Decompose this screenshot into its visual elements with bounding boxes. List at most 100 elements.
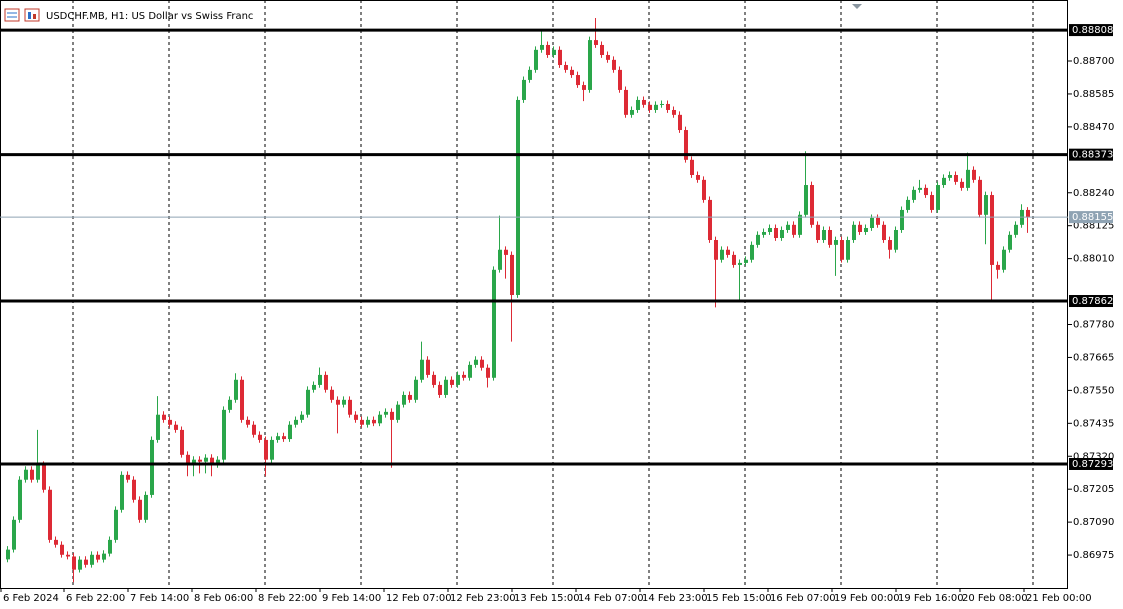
- candle-body: [360, 419, 364, 425]
- x-tick-label: 12 Feb 07:00: [386, 593, 452, 604]
- candle-body: [954, 174, 958, 182]
- y-tick-label: 0.88010: [1073, 254, 1114, 265]
- candle-body: [312, 384, 316, 390]
- icon-bar: [33, 14, 36, 19]
- candle-body: [90, 554, 94, 565]
- candle-body: [288, 424, 292, 440]
- y-tick-label: 0.88585: [1073, 89, 1114, 100]
- candle-body: [990, 195, 994, 265]
- candle-body: [672, 109, 676, 115]
- candle-body: [984, 195, 988, 215]
- candle-body: [558, 49, 562, 66]
- candle-body: [210, 457, 214, 465]
- plot-border: [0, 0, 1068, 589]
- candle-body: [642, 99, 646, 105]
- y-tick-label: 0.88700: [1073, 56, 1114, 67]
- candle-body: [510, 254, 514, 296]
- candle-body: [858, 224, 862, 232]
- candle-body: [450, 379, 454, 385]
- candle-body: [708, 199, 712, 241]
- x-tick-label: 15 Feb 15:00: [706, 593, 772, 604]
- candle-body: [864, 227, 868, 232]
- candle-body: [924, 187, 928, 196]
- icon: [4, 8, 20, 22]
- candle-body: [354, 414, 358, 420]
- x-tick-label: 19 Feb 16:00: [898, 593, 964, 604]
- candle-body: [204, 457, 208, 462]
- candle-body: [390, 411, 394, 420]
- y-tick-label: 0.87780: [1073, 320, 1114, 331]
- symbol-icons: [4, 8, 40, 22]
- candle-body: [624, 89, 628, 115]
- x-tick-label: 19 Feb 00:00: [834, 593, 900, 604]
- candle-body: [294, 419, 298, 425]
- candle-body: [522, 79, 526, 100]
- plot: [6, 18, 1030, 583]
- level-label-box: [1069, 295, 1113, 308]
- x-tick-label: 14 Feb 23:00: [642, 593, 708, 604]
- candle-body: [750, 244, 754, 260]
- candle-body: [948, 174, 952, 178]
- y-tick-label: 0.87090: [1073, 517, 1114, 528]
- x-tick-label: 21 Feb 00:00: [1026, 593, 1092, 604]
- x-tick-label: 14 Feb 07:00: [578, 593, 644, 604]
- candle-body: [462, 374, 466, 378]
- candle-body: [276, 436, 280, 440]
- candle-body: [996, 264, 1000, 270]
- candle-body: [396, 404, 400, 420]
- candle-body: [780, 229, 784, 239]
- candle-body: [228, 399, 232, 410]
- candle-body: [36, 464, 40, 480]
- candle-body: [330, 389, 334, 400]
- candle-body: [840, 240, 844, 260]
- candle-body: [792, 224, 796, 235]
- candle-body: [318, 374, 322, 385]
- level-label: 0.87293: [1072, 459, 1113, 470]
- candle-body: [972, 169, 976, 180]
- candle-body: [414, 379, 418, 400]
- candle-body: [768, 227, 772, 232]
- candle-body: [252, 424, 256, 435]
- candle-body: [720, 249, 724, 260]
- y-tick-label: 0.88240: [1073, 188, 1114, 199]
- candle-body: [516, 99, 520, 296]
- y-tick-label: 0.87205: [1073, 484, 1114, 495]
- candle-body: [654, 104, 658, 110]
- level-label-box: [1069, 457, 1113, 470]
- candle-body: [222, 409, 226, 460]
- candle-body: [486, 367, 490, 378]
- candle-body: [132, 479, 136, 500]
- price-label-box: [1069, 211, 1113, 224]
- candle-body: [96, 554, 100, 560]
- candle-body: [402, 394, 406, 405]
- candle-body: [180, 429, 184, 455]
- candle-body: [54, 539, 58, 545]
- candle-body: [888, 240, 892, 250]
- candle-body: [660, 103, 664, 105]
- candle-body: [678, 114, 682, 131]
- candle-body: [186, 454, 190, 465]
- candle-body: [408, 394, 412, 400]
- candle-body: [150, 439, 154, 495]
- x-tick-label: 8 Feb 06:00: [194, 593, 253, 604]
- candle-body: [60, 544, 64, 555]
- candle-body: [192, 459, 196, 465]
- candle-body: [960, 181, 964, 188]
- candle-body: [966, 169, 970, 188]
- candle-body: [18, 479, 22, 520]
- candle-body: [570, 69, 574, 76]
- candle-body: [600, 44, 604, 55]
- candle-body: [666, 103, 670, 110]
- x-tick-label: 13 Feb 15:00: [514, 593, 580, 604]
- candle-body: [612, 59, 616, 70]
- candle-body: [120, 474, 124, 510]
- candle-body: [162, 414, 166, 420]
- candle-body: [24, 469, 28, 480]
- y-tick-label: 0.87435: [1073, 418, 1114, 429]
- candle-body: [894, 229, 898, 250]
- candle-body: [870, 217, 874, 228]
- candle-body: [474, 359, 478, 365]
- candle-body: [618, 69, 622, 90]
- candle-body: [342, 399, 346, 405]
- candle-body: [432, 374, 436, 385]
